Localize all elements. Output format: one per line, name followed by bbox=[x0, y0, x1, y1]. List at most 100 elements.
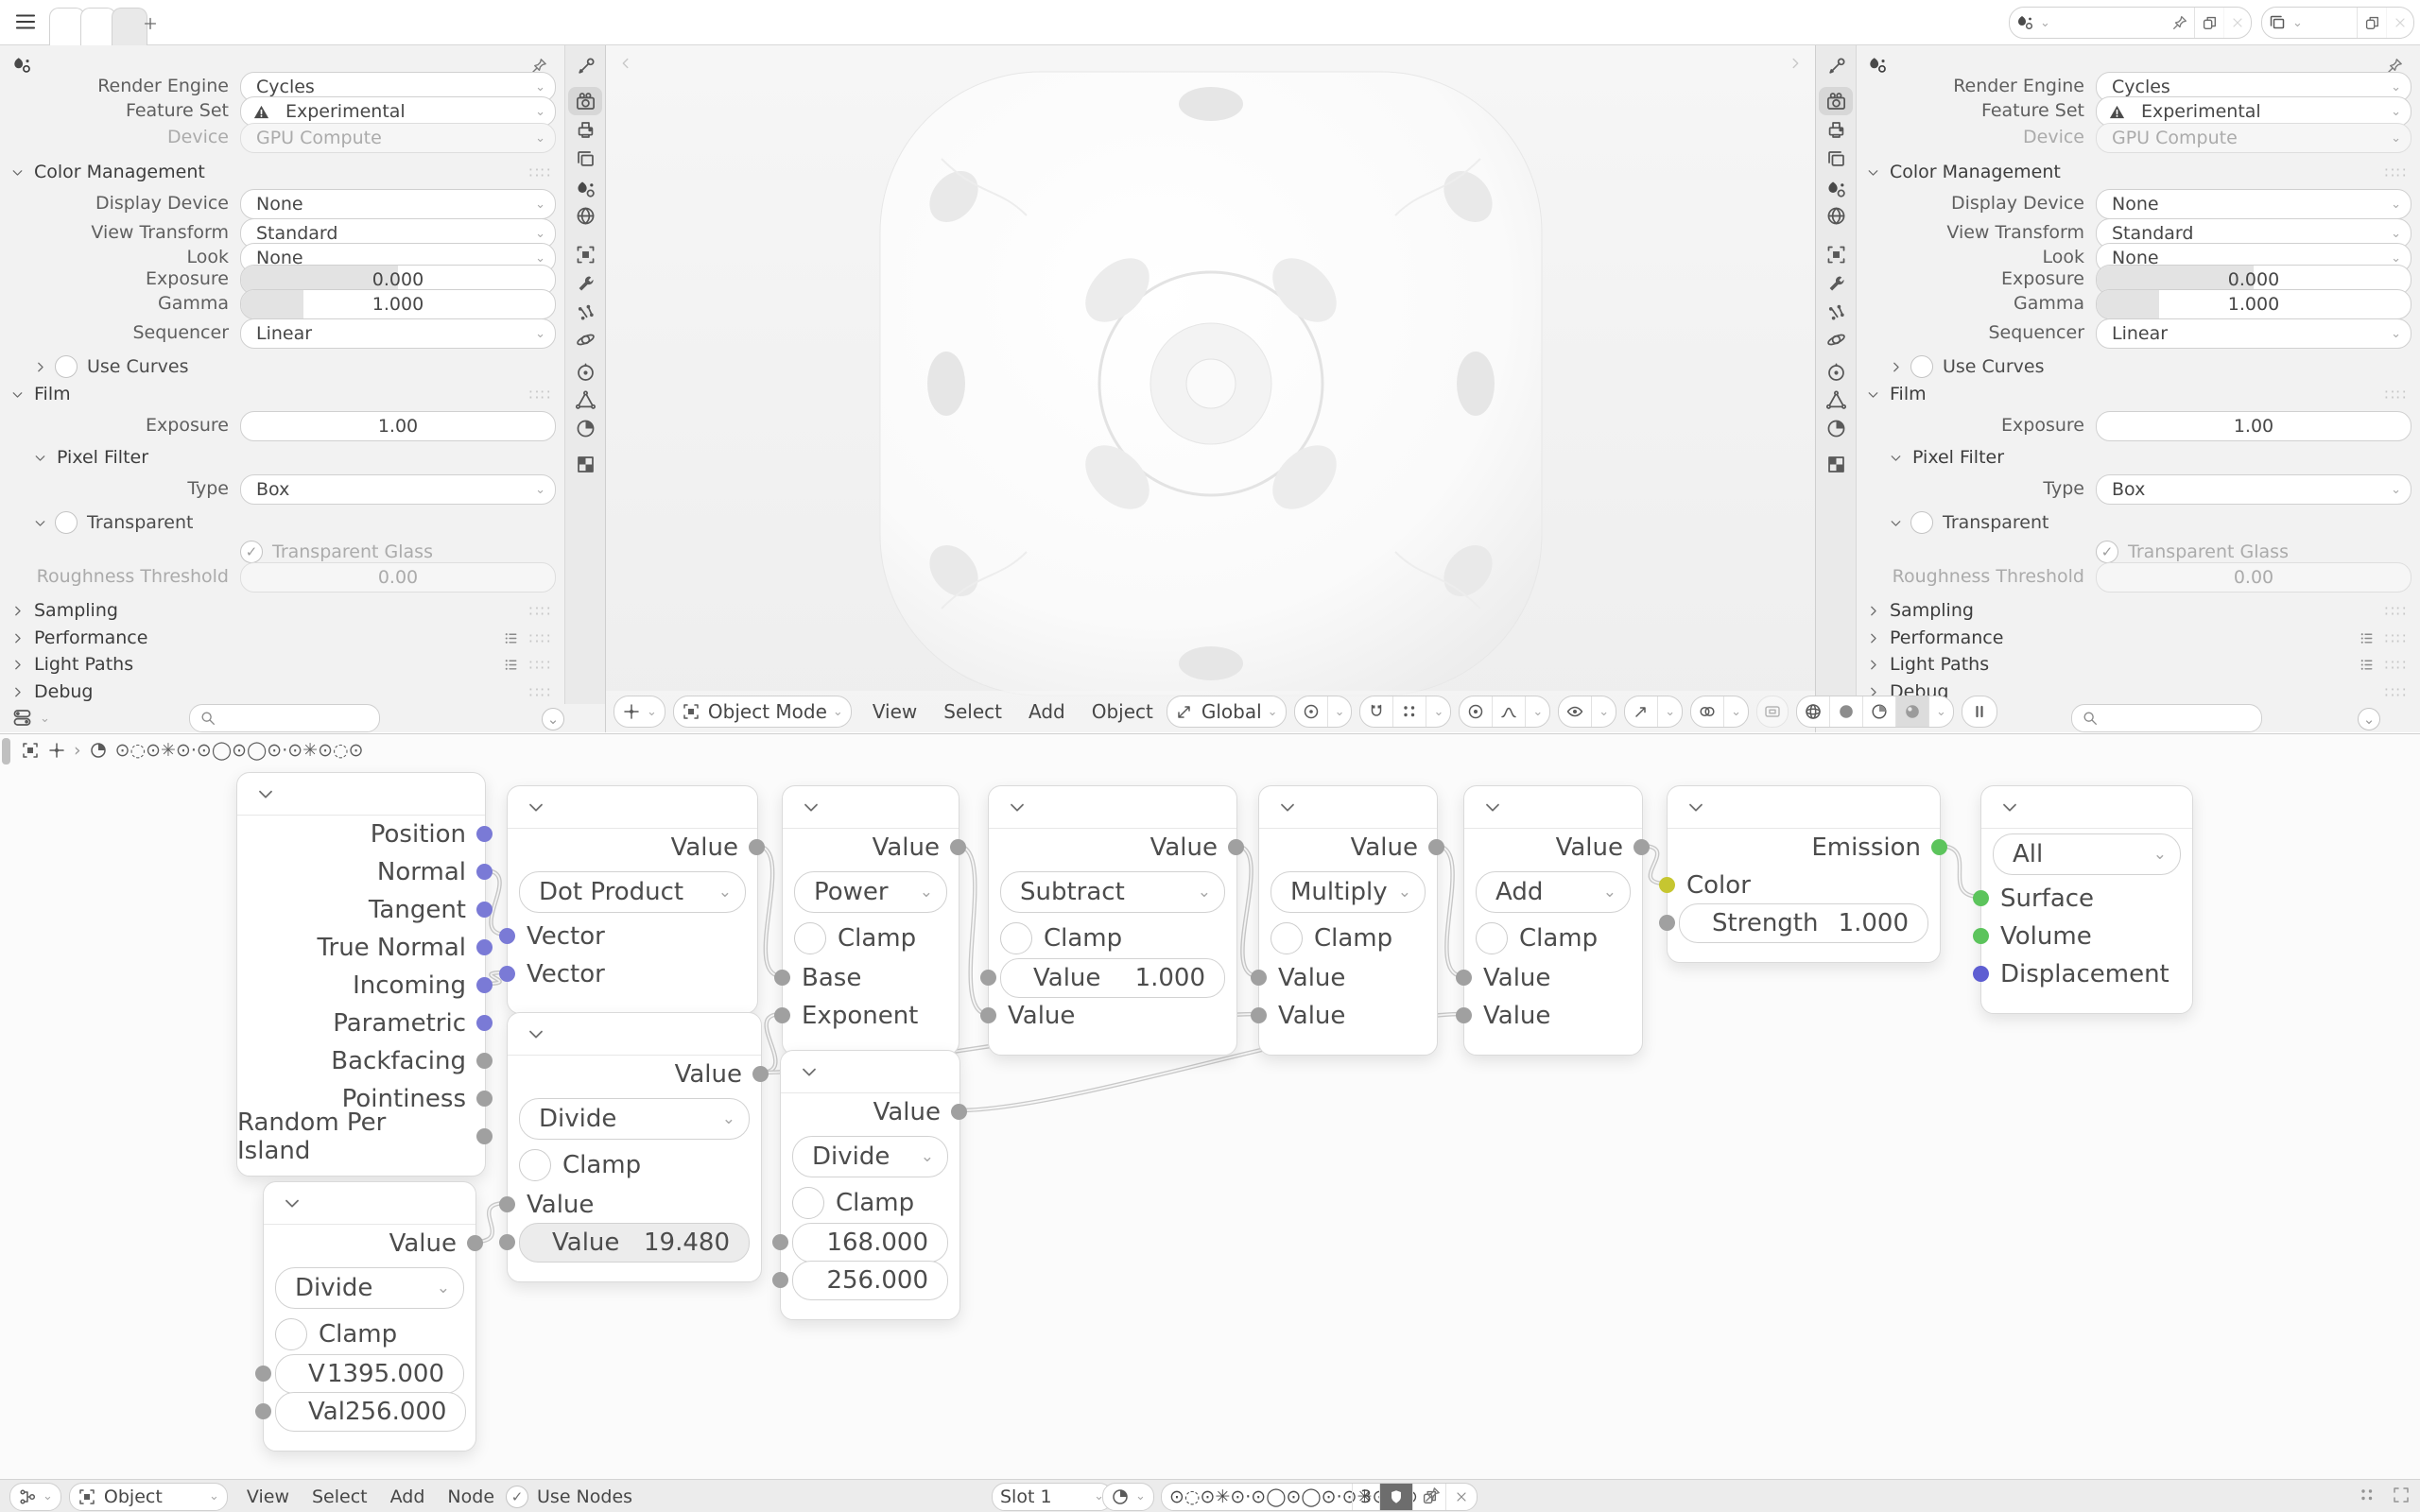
workspace-tab[interactable] bbox=[80, 8, 116, 45]
node-header[interactable] bbox=[264, 1182, 475, 1225]
pin-icon[interactable] bbox=[1424, 1486, 1442, 1503]
shader-menu-node[interactable]: Node bbox=[447, 1486, 495, 1507]
list-icon[interactable] bbox=[2358, 656, 2376, 674]
show-overlays-dropdown[interactable]: ⌄ bbox=[1558, 696, 1617, 728]
operation-dropdown[interactable]: Add ⌄ bbox=[1476, 871, 1631, 913]
drag-dots-icon[interactable]: ∷∷ bbox=[528, 601, 552, 620]
checkbox[interactable] bbox=[1910, 511, 1933, 534]
node-header[interactable] bbox=[508, 1013, 761, 1056]
properties-tab-particles[interactable] bbox=[568, 299, 602, 327]
socket[interactable] bbox=[1251, 969, 1267, 986]
scene-icon[interactable]: ⌄ bbox=[2010, 8, 2056, 38]
viewport-menu-select[interactable]: Select bbox=[943, 700, 1002, 723]
socket[interactable] bbox=[476, 976, 493, 993]
socket[interactable] bbox=[950, 838, 966, 855]
dropdown-display-device[interactable]: None ⌄ bbox=[2096, 189, 2411, 219]
properties-tab-physics[interactable] bbox=[1819, 325, 1853, 353]
socket[interactable] bbox=[774, 1006, 790, 1023]
drag-dots-icon[interactable]: ∷∷ bbox=[2384, 628, 2408, 647]
options-chevron-icon[interactable]: ⌄ bbox=[542, 708, 573, 730]
drag-dots-icon[interactable]: ∷∷ bbox=[2384, 601, 2408, 620]
shading-material-preview-button[interactable] bbox=[1862, 696, 1895, 727]
workspace-tab[interactable] bbox=[112, 8, 147, 45]
socket[interactable] bbox=[1251, 1006, 1267, 1023]
shader-node-editor[interactable]: › ⊙◌⊙✳⊙·⊙◯⊙◯⊙·⊙✳⊙◌⊙ Position Normal Tangen… bbox=[0, 733, 2420, 1480]
socket[interactable] bbox=[476, 825, 493, 842]
drag-dots-icon[interactable]: ∷∷ bbox=[2384, 385, 2408, 404]
material-users-count[interactable]: 3 bbox=[1352, 1483, 1379, 1510]
unlink-scene-button[interactable] bbox=[2223, 8, 2251, 38]
socket[interactable] bbox=[1428, 838, 1444, 855]
node-header[interactable] bbox=[989, 786, 1236, 829]
drag-dots-icon[interactable]: ∷∷ bbox=[528, 385, 552, 404]
socket[interactable] bbox=[772, 1233, 788, 1250]
node-geometry[interactable]: Position Normal Tangent True Normal Incoming… bbox=[236, 772, 493, 1177]
unlink-material-button[interactable] bbox=[1445, 1483, 1477, 1510]
shader-type-dropdown[interactable]: Object ⌄ bbox=[68, 1482, 228, 1511]
properties-tab-material[interactable] bbox=[1819, 414, 1853, 442]
properties-tab-physics[interactable] bbox=[568, 325, 602, 353]
properties-tab-modifiers[interactable] bbox=[568, 269, 602, 298]
properties-tab-scene[interactable] bbox=[568, 175, 602, 203]
pivot-dropdown[interactable]: ⌄ bbox=[1293, 696, 1353, 728]
node-divide3[interactable]: Value Divide ⌄ Clamp 168.000 256.000 bbox=[772, 1050, 967, 1320]
slider-gamma[interactable]: 1.000 bbox=[240, 289, 556, 319]
remove-view-layer-button[interactable] bbox=[2386, 8, 2413, 38]
checkbox[interactable] bbox=[55, 355, 78, 378]
dropdown-device[interactable]: GPU Compute ⌄ bbox=[240, 123, 556, 153]
properties-tab-object-data[interactable] bbox=[1819, 386, 1853, 414]
editor-type-button[interactable]: ⌄ bbox=[614, 696, 666, 728]
section-light-paths[interactable]: Light Paths ∷∷ bbox=[1856, 650, 2420, 679]
list-icon[interactable] bbox=[502, 629, 520, 647]
clamp-checkbox[interactable] bbox=[794, 922, 826, 954]
proportional-editing[interactable]: ⌄ bbox=[1459, 696, 1551, 728]
list-icon[interactable] bbox=[502, 656, 520, 674]
add-workspace-button[interactable] bbox=[142, 15, 159, 32]
view-layer-selector[interactable]: ⌄ bbox=[2261, 7, 2414, 39]
gizmos-dropdown[interactable]: ⌄ bbox=[1624, 696, 1684, 728]
node-header[interactable] bbox=[781, 1051, 959, 1093]
drag-dots-icon[interactable]: ∷∷ bbox=[2384, 163, 2408, 181]
section-color-management[interactable]: Color Management ∷∷ bbox=[0, 158, 565, 186]
socket[interactable] bbox=[1973, 889, 1989, 906]
toggle-section-transparent[interactable]: Transparent bbox=[0, 508, 565, 537]
node-divide2[interactable]: Value Divide ⌄ Clamp V 1395.000 Val 256.000 bbox=[255, 1181, 483, 1452]
dropdown-type[interactable]: Box ⌄ bbox=[2096, 474, 2411, 505]
clamp-checkbox[interactable] bbox=[1000, 922, 1032, 954]
section-film[interactable]: Film ∷∷ bbox=[1856, 380, 2420, 408]
socket[interactable] bbox=[1228, 838, 1244, 855]
viewport-menu-view[interactable]: View bbox=[872, 700, 918, 723]
view-layer-name-field[interactable] bbox=[2308, 8, 2357, 38]
value-field[interactable]: Value 19.480 bbox=[519, 1223, 750, 1263]
node-power[interactable]: Value Power ⌄ Clamp Base Exponent bbox=[774, 785, 966, 1056]
drag-dots-icon[interactable]: ∷∷ bbox=[528, 163, 552, 181]
socket[interactable] bbox=[1456, 1006, 1472, 1023]
socket[interactable] bbox=[499, 927, 515, 944]
pin-icon[interactable] bbox=[2386, 57, 2404, 75]
section-color-management[interactable]: Color Management ∷∷ bbox=[1856, 158, 2420, 186]
mode-dropdown[interactable]: Object Mode ⌄ bbox=[672, 696, 852, 728]
section-performance[interactable]: Performance ∷∷ bbox=[1856, 624, 2420, 652]
socket[interactable] bbox=[255, 1365, 271, 1382]
socket[interactable] bbox=[774, 969, 790, 986]
drag-dots-icon[interactable]: ∷∷ bbox=[528, 682, 552, 701]
properties-tab-texture[interactable] bbox=[568, 450, 602, 478]
socket[interactable] bbox=[476, 863, 493, 880]
properties-tab-output[interactable] bbox=[568, 115, 602, 144]
operation-dropdown[interactable]: Divide ⌄ bbox=[519, 1098, 750, 1140]
socket[interactable] bbox=[499, 965, 515, 982]
drag-dots-icon[interactable]: ∷∷ bbox=[528, 628, 552, 647]
socket[interactable] bbox=[1973, 965, 1989, 982]
section-light-paths[interactable]: Light Paths ∷∷ bbox=[0, 650, 565, 679]
socket[interactable] bbox=[980, 1006, 996, 1023]
operation-dropdown[interactable]: Divide ⌄ bbox=[792, 1136, 948, 1177]
material-name-field[interactable]: ⊙◌⊙✳⊙·⊙◯⊙◯⊙·⊙✳⊙◌⊙ bbox=[1169, 1486, 1418, 1507]
field-roughness-threshold[interactable]: 0.00 bbox=[2096, 562, 2411, 593]
shading-rendered-button[interactable] bbox=[1895, 696, 1929, 727]
node-header[interactable] bbox=[1259, 786, 1437, 829]
fake-user-shield-button[interactable] bbox=[1379, 1483, 1413, 1510]
properties-tab-view-layer[interactable] bbox=[1819, 145, 1853, 173]
properties-tab-tool[interactable] bbox=[1819, 52, 1853, 80]
socket[interactable] bbox=[1659, 914, 1675, 931]
checkbox[interactable] bbox=[1910, 355, 1933, 378]
